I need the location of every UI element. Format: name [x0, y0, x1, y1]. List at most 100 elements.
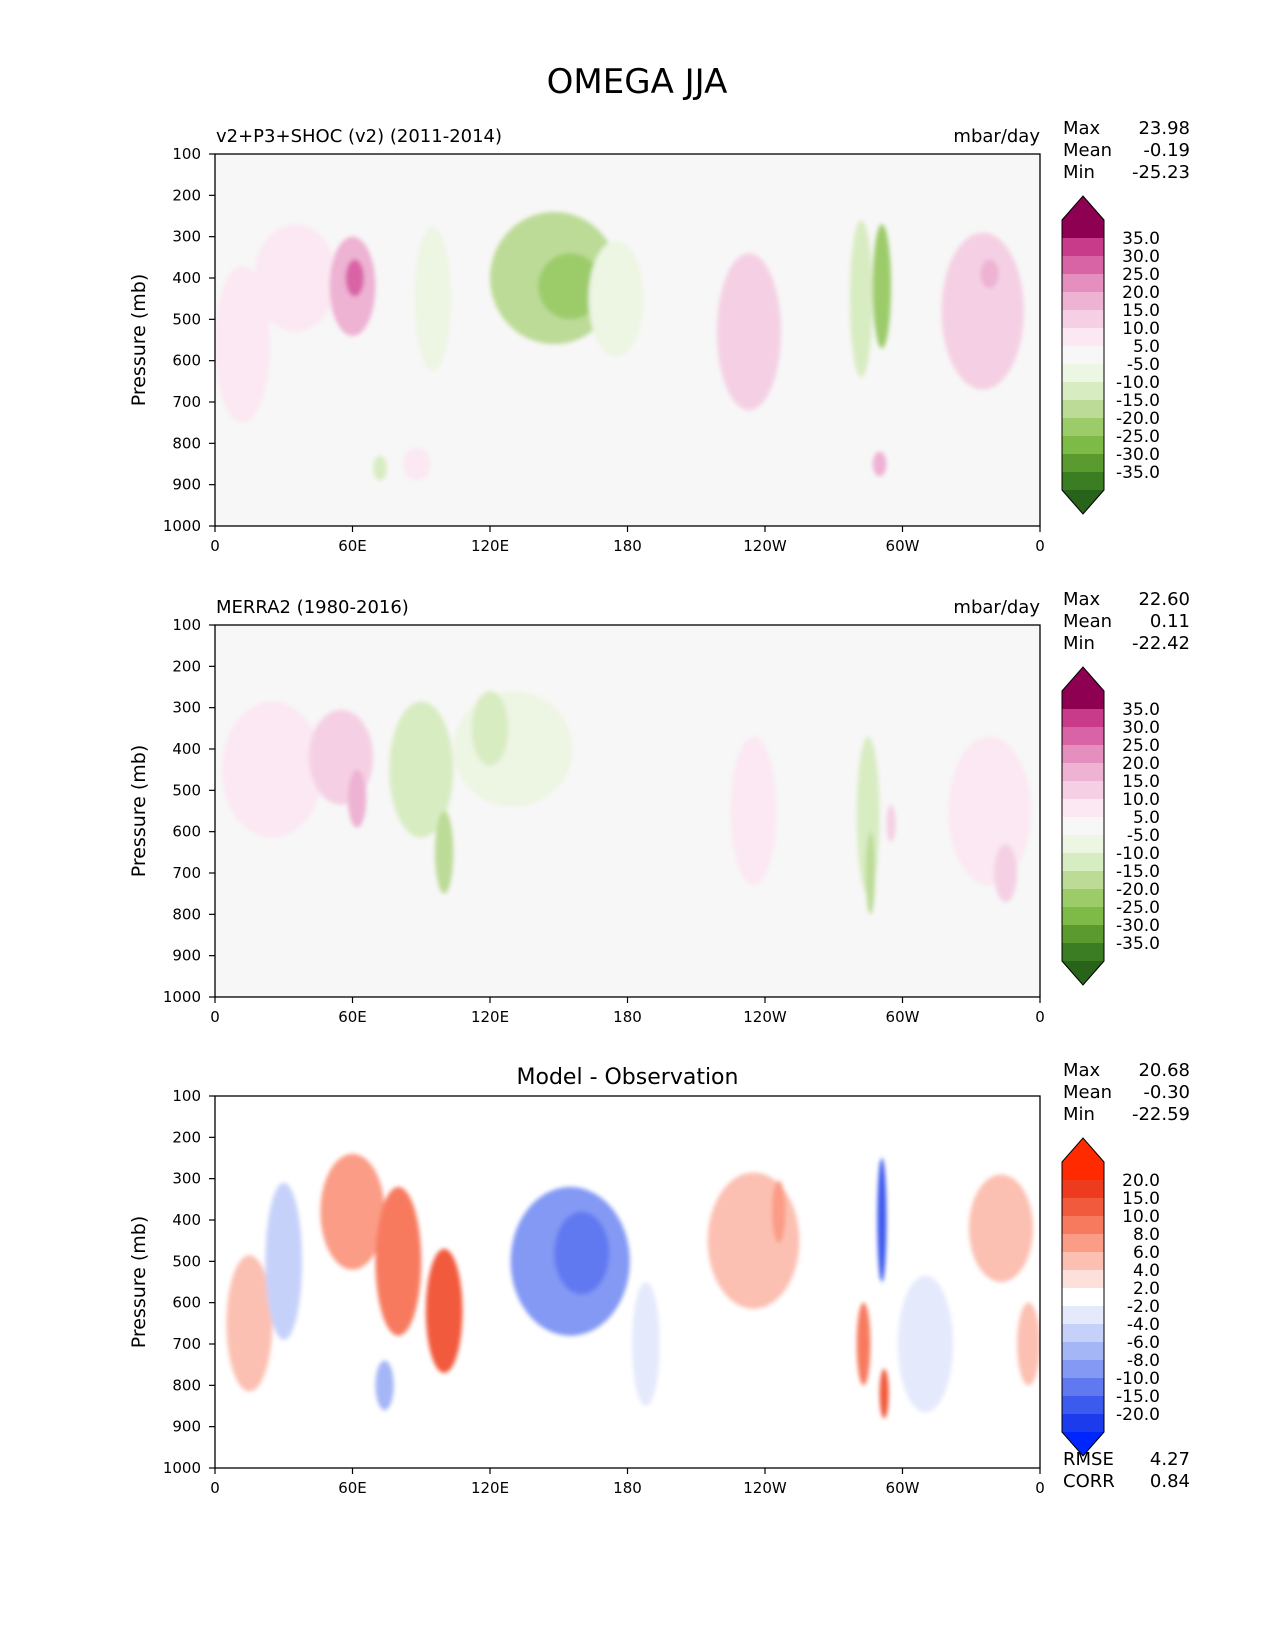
contour-feature	[872, 451, 887, 477]
contour-feature	[226, 1255, 273, 1392]
colorbar-label: -5.0	[1127, 355, 1160, 375]
contour-feature	[435, 811, 454, 894]
contour-field	[215, 211, 1024, 481]
x-tick-label: 120W	[743, 537, 787, 555]
y-tick-label: 900	[172, 476, 201, 494]
colorbar-label: 5.0	[1133, 337, 1160, 357]
colorbar-segment	[1062, 799, 1104, 818]
colorbar: 35.030.025.020.015.010.05.0-5.0-10.0-15.…	[1061, 195, 1160, 515]
colorbar-label: -6.0	[1127, 1333, 1160, 1353]
y-tick-label: 1000	[163, 517, 201, 535]
y-tick-label: 600	[172, 352, 201, 370]
y-tick-label: 200	[172, 1128, 201, 1146]
x-tick-label: 60W	[886, 537, 920, 555]
y-tick-label: 100	[172, 616, 201, 634]
contour-field	[226, 1153, 1040, 1419]
colorbar-label: 15.0	[1122, 772, 1160, 792]
stat-label: Mean	[1063, 140, 1112, 161]
contour-feature	[375, 1360, 394, 1411]
contour-feature	[877, 1158, 887, 1282]
contour-feature	[253, 224, 337, 332]
colorbar-label: -30.0	[1116, 916, 1160, 936]
colorbar-segment	[1062, 1378, 1104, 1397]
contour-feature	[425, 1248, 463, 1373]
contour-feature	[389, 701, 454, 838]
colorbar-label: -20.0	[1116, 409, 1160, 429]
x-tick-label: 60W	[886, 1479, 920, 1497]
colorbar-label: 30.0	[1122, 247, 1160, 267]
contour-feature	[771, 1180, 786, 1243]
colorbar-segment	[1062, 691, 1104, 710]
y-tick-label: 100	[172, 1087, 201, 1105]
y-tick-label: 800	[172, 905, 201, 923]
colorbar-label: -15.0	[1116, 391, 1160, 411]
colorbar-segment	[1062, 871, 1104, 890]
y-tick-label: 300	[172, 1170, 201, 1188]
contour-feature	[538, 253, 603, 320]
contour-feature	[347, 769, 367, 828]
contour-feature	[872, 224, 892, 349]
contour-feature	[968, 1174, 1034, 1283]
colorbar-label: -15.0	[1116, 862, 1160, 882]
colorbar-label: -5.0	[1127, 826, 1160, 846]
colorbar-label: -25.0	[1116, 898, 1160, 918]
y-tick-label: 100	[172, 145, 201, 163]
contour-blobs	[226, 1153, 1040, 1419]
contour-feature	[632, 1282, 660, 1406]
colorbar-label: 5.0	[1133, 808, 1160, 828]
contour-blobs	[221, 691, 1031, 915]
colorbar-segment	[1062, 781, 1104, 800]
contour-feature	[265, 1182, 303, 1340]
contour-feature	[554, 1211, 610, 1295]
colorbar-extend-max	[1062, 196, 1104, 220]
colorbar-segment	[1062, 238, 1104, 257]
y-tick-label: 600	[172, 823, 201, 841]
contour-feature	[994, 844, 1018, 902]
colorbar-label: 20.0	[1122, 754, 1160, 774]
contour-feature	[948, 736, 1031, 886]
contour-feature	[375, 1186, 422, 1336]
panel-units: mbar/day	[953, 597, 1040, 618]
colorbar-outline	[1061, 666, 1105, 986]
x-tick-label: 120W	[743, 1008, 787, 1026]
colorbar-label: -20.0	[1116, 880, 1160, 900]
contour-feature	[414, 226, 452, 371]
colorbar-label: -8.0	[1127, 1351, 1160, 1371]
colorbar-extend-min	[1062, 961, 1104, 985]
y-tick-label: 700	[172, 393, 201, 411]
contour-feature	[471, 691, 509, 766]
colorbar-segment	[1062, 1216, 1104, 1235]
y-tick-label: 900	[172, 947, 201, 965]
colorbar-label: 10.0	[1122, 319, 1160, 339]
contour-field	[221, 691, 1031, 915]
contour-feature	[897, 1275, 953, 1413]
contour-feature	[215, 265, 270, 423]
y-tick-label: 500	[172, 310, 201, 328]
colorbar-label: 6.0	[1133, 1243, 1160, 1263]
colorbar-label: -10.0	[1116, 844, 1160, 864]
colorbar-label: -30.0	[1116, 445, 1160, 465]
colorbar-segment	[1062, 346, 1104, 365]
panel-title: Model - Observation	[517, 1065, 739, 1090]
colorbar-segment	[1062, 382, 1104, 401]
colorbar-segment	[1062, 763, 1104, 782]
colorbar-segment	[1062, 1288, 1104, 1307]
y-tick-label: 200	[172, 186, 201, 204]
colorbar-segment	[1062, 1414, 1104, 1433]
colorbar-segment	[1062, 364, 1104, 383]
colorbar-segment	[1062, 709, 1104, 728]
colorbar-label: -35.0	[1116, 463, 1160, 483]
colorbar-segment	[1062, 1252, 1104, 1271]
colorbar-segment	[1062, 418, 1104, 437]
y-tick-label: 800	[172, 1376, 201, 1394]
stat-value: -22.42	[1132, 633, 1190, 654]
colorbar-segment	[1062, 817, 1104, 836]
colorbar-label: 35.0	[1122, 700, 1160, 720]
y-tick-label: 700	[172, 1335, 201, 1353]
panel-title: v2+P3+SHOC (v2) (2011-2014)	[216, 126, 502, 147]
figure-title: OMEGA JJA	[547, 62, 728, 102]
stat-value: -0.30	[1143, 1082, 1190, 1103]
colorbar-label: 25.0	[1122, 736, 1160, 756]
colorbar-label: 20.0	[1122, 283, 1160, 303]
colorbar-label: 20.0	[1122, 1171, 1160, 1191]
